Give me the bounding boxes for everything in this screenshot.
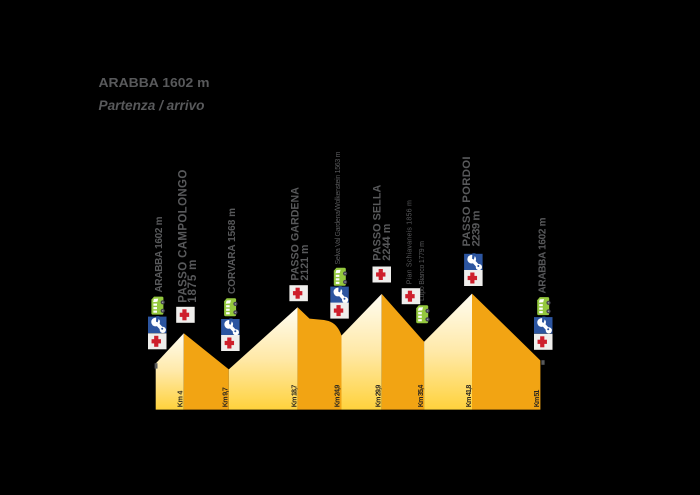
svg-text:Km 35,4: Km 35,4 xyxy=(417,385,425,408)
svg-text:ARABBA 1602 m: ARABBA 1602 m xyxy=(538,217,549,293)
svg-text:Pian Schiavaneis 1856 m: Pian Schiavaneis 1856 m xyxy=(406,200,413,284)
svg-text:PASSO PORDOI: PASSO PORDOI xyxy=(461,157,473,247)
svg-text:PASSO CAMPOLONGO: PASSO CAMPOLONGO xyxy=(177,170,189,303)
svg-text:2121 m: 2121 m xyxy=(299,245,311,281)
svg-text:Km 41,8: Km 41,8 xyxy=(465,385,473,408)
svg-text:PASSO SELLA: PASSO SELLA xyxy=(372,185,384,261)
svg-text:1875 m: 1875 m xyxy=(187,260,199,303)
svg-text:Partenza / arrivo: Partenza / arrivo xyxy=(99,98,205,113)
svg-text:ARABBA 1602 m: ARABBA 1602 m xyxy=(99,75,210,90)
svg-text:Lupo Bianco 1779 m: Lupo Bianco 1779 m xyxy=(419,241,426,301)
svg-text:Km 18,7: Km 18,7 xyxy=(291,385,299,408)
svg-text:Km 24,9: Km 24,9 xyxy=(333,385,341,408)
svg-text:Km 51: Km 51 xyxy=(533,390,541,408)
svg-text:ARABBA 1602 m: ARABBA 1602 m xyxy=(154,216,165,292)
svg-text:Km 9,7: Km 9,7 xyxy=(222,387,230,407)
svg-text:2239 m: 2239 m xyxy=(471,211,483,247)
svg-text:CORVARA 1568 m: CORVARA 1568 m xyxy=(227,208,238,294)
svg-text:Selva Val Gardena/Wolkenstein: Selva Val Gardena/Wolkenstein 1563 m xyxy=(335,151,342,264)
svg-text:PASSO GARDENA: PASSO GARDENA xyxy=(289,187,301,281)
svg-text:2244 m: 2244 m xyxy=(381,224,393,261)
svg-text:Km 29,9: Km 29,9 xyxy=(375,385,383,408)
svg-text:Km 4: Km 4 xyxy=(176,391,184,408)
